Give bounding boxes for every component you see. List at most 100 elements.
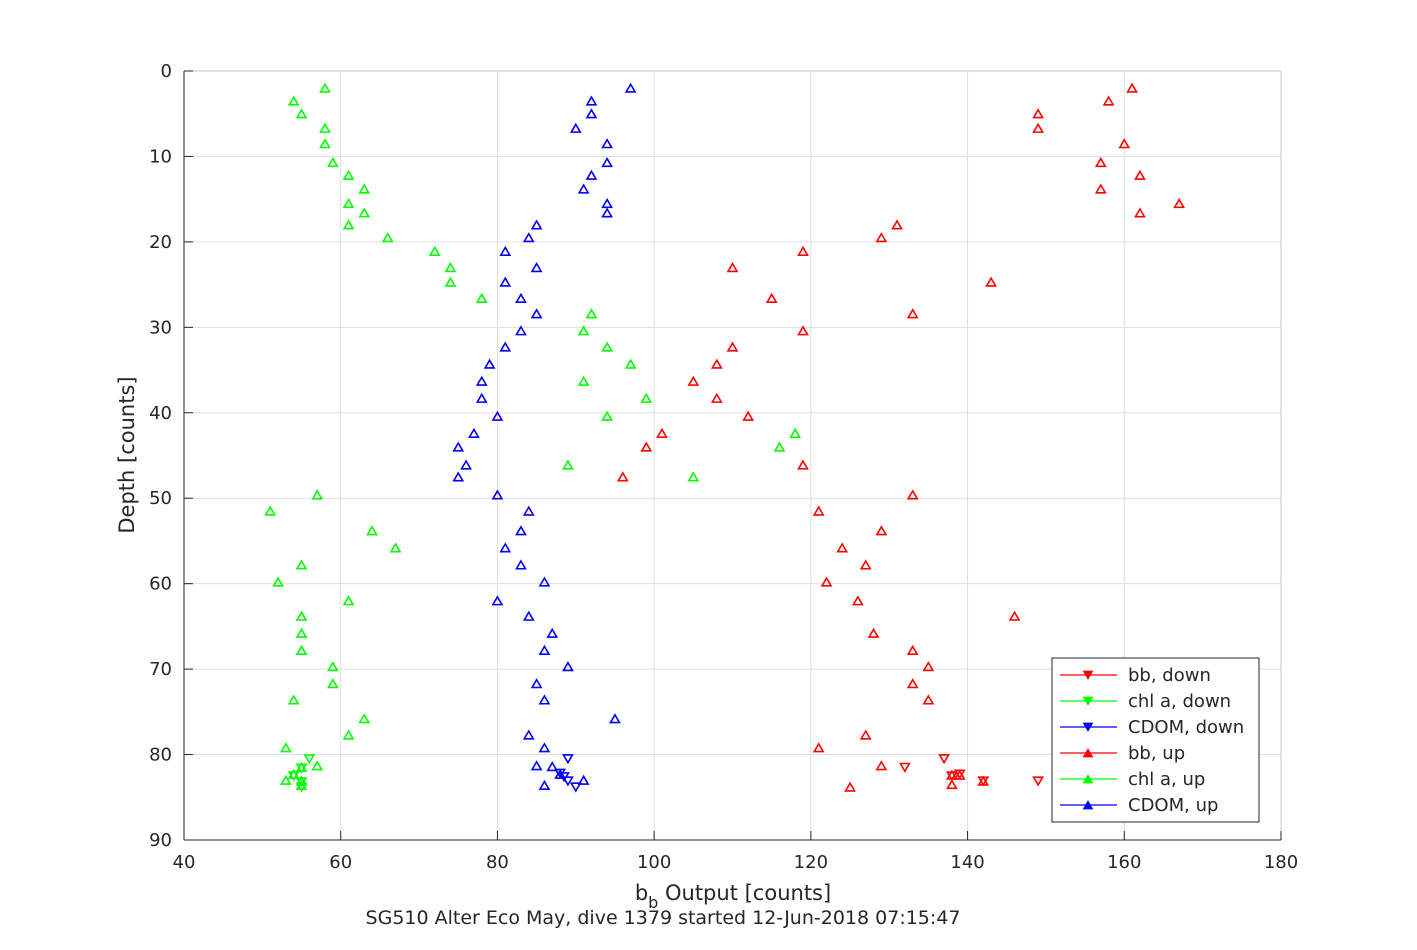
- data-point: [279, 774, 292, 785]
- data-point: [765, 292, 778, 303]
- data-point: [601, 341, 614, 352]
- legend-label: CDOM, down: [1128, 717, 1244, 738]
- data-point: [342, 169, 355, 180]
- data-point: [898, 762, 911, 773]
- data-point: [319, 122, 331, 133]
- data-point: [295, 610, 308, 621]
- data-point: [710, 392, 723, 403]
- data-point: [585, 169, 598, 180]
- data-point: [319, 138, 331, 149]
- data-point: [812, 505, 825, 516]
- data-point: [499, 542, 512, 553]
- data-point: [585, 108, 598, 119]
- data-point: [295, 775, 308, 786]
- data-point: [851, 595, 864, 606]
- data-point: [1032, 776, 1044, 787]
- data-point: [1032, 122, 1044, 133]
- data-point: [1032, 108, 1044, 119]
- data-point: [522, 232, 535, 243]
- legend-item: CDOM, up: [1060, 795, 1218, 816]
- data-point: [562, 754, 574, 765]
- data-point: [656, 427, 668, 438]
- data-point: [585, 95, 598, 106]
- legend-label: chl a, down: [1128, 691, 1231, 712]
- data-point: [609, 713, 621, 724]
- data-point: [515, 525, 527, 536]
- y-tick-label: 70: [149, 659, 172, 680]
- data-point: [569, 782, 582, 793]
- data-point: [554, 768, 567, 779]
- data-point: [562, 661, 574, 672]
- data-point: [381, 232, 394, 243]
- data-point: [515, 325, 527, 336]
- data-point: [1173, 197, 1186, 209]
- data-point: [444, 276, 457, 287]
- legend-marker: [1082, 696, 1094, 706]
- data-point: [499, 245, 512, 256]
- y-tick-label: 40: [149, 403, 172, 424]
- data-point: [475, 292, 488, 303]
- data-point: [499, 276, 512, 287]
- data-point: [287, 771, 300, 782]
- x-tick-label: 100: [637, 852, 671, 873]
- data-point: [279, 742, 292, 753]
- data-point: [311, 489, 324, 500]
- data-point: [287, 95, 300, 106]
- data-point: [1094, 183, 1107, 194]
- data-point: [906, 644, 919, 655]
- data-point: [295, 761, 308, 773]
- legend-item: bb, up: [1060, 743, 1185, 764]
- data-point: [812, 742, 825, 753]
- legend-marker: [1082, 748, 1094, 758]
- chart-title: SG510 Alter Eco May, dive 1379 started 1…: [366, 907, 961, 929]
- data-point: [522, 610, 535, 621]
- data-point: [726, 262, 739, 273]
- axes-layer: [183, 70, 1282, 841]
- data-point: [820, 576, 833, 587]
- data-point: [875, 760, 888, 771]
- legend-item: CDOM, down: [1060, 717, 1244, 738]
- data-point: [530, 219, 543, 230]
- data-point: [773, 441, 786, 452]
- data-point: [726, 341, 739, 352]
- data-point: [601, 207, 614, 218]
- data-point: [295, 644, 308, 655]
- data-point: [953, 769, 966, 780]
- data-point: [295, 627, 308, 638]
- data-point: [836, 542, 849, 553]
- data-point: [875, 525, 888, 536]
- legend-item: chl a, down: [1060, 691, 1231, 712]
- data-point: [946, 769, 958, 780]
- data-point: [475, 375, 488, 386]
- data-point: [1134, 169, 1146, 180]
- data-point: [530, 308, 543, 319]
- data-point: [428, 245, 441, 256]
- data-point: [640, 441, 653, 452]
- data-point: [342, 595, 355, 606]
- legend: bb, down chl a, down CDOM, down bb, up chl a…: [1051, 657, 1260, 823]
- data-point: [538, 644, 551, 655]
- data-point: [342, 197, 355, 209]
- y-tick-label: 90: [149, 830, 172, 851]
- data-point: [1118, 138, 1131, 149]
- data-point: [577, 375, 590, 386]
- data-point: [264, 505, 277, 516]
- data-point: [358, 713, 371, 724]
- data-point: [789, 427, 802, 438]
- data-point: [326, 661, 339, 672]
- y-tick-label: 0: [161, 61, 172, 82]
- x-tick-label: 80: [486, 852, 509, 873]
- data-point: [515, 292, 527, 303]
- data-point: [468, 427, 480, 438]
- data-point: [303, 754, 316, 765]
- data-point: [358, 183, 371, 194]
- legend-marker: [1082, 670, 1094, 680]
- data-point: [922, 694, 935, 705]
- series-bb-up: [616, 82, 1186, 792]
- data-point: [538, 694, 551, 705]
- data-point: [326, 156, 339, 168]
- data-point: [585, 308, 598, 319]
- data-point: [295, 782, 308, 793]
- data-point: [859, 559, 872, 570]
